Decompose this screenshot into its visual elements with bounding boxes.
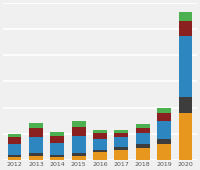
- Bar: [179, 21, 192, 37]
- Bar: [93, 133, 107, 139]
- Bar: [72, 156, 86, 160]
- Bar: [29, 153, 43, 156]
- Bar: [8, 157, 21, 160]
- Bar: [93, 150, 107, 152]
- Bar: [72, 122, 86, 127]
- Bar: [114, 130, 128, 133]
- Bar: [50, 157, 64, 160]
- Bar: [157, 139, 171, 144]
- Bar: [50, 132, 64, 136]
- Bar: [50, 136, 64, 143]
- Bar: [114, 147, 128, 150]
- Bar: [136, 133, 150, 144]
- Bar: [114, 133, 128, 137]
- Bar: [114, 137, 128, 147]
- Bar: [179, 97, 192, 113]
- Bar: [50, 155, 64, 157]
- Bar: [136, 128, 150, 133]
- Bar: [8, 137, 21, 144]
- Bar: [93, 139, 107, 150]
- Bar: [157, 113, 171, 121]
- Bar: [8, 155, 21, 157]
- Bar: [50, 143, 64, 155]
- Bar: [179, 113, 192, 160]
- Bar: [8, 134, 21, 137]
- Bar: [93, 152, 107, 160]
- Bar: [114, 150, 128, 160]
- Bar: [157, 144, 171, 160]
- Bar: [29, 128, 43, 137]
- Bar: [29, 137, 43, 153]
- Bar: [72, 153, 86, 156]
- Bar: [157, 121, 171, 139]
- Bar: [93, 130, 107, 133]
- Bar: [8, 144, 21, 155]
- Bar: [179, 37, 192, 97]
- Bar: [136, 148, 150, 160]
- Bar: [72, 136, 86, 153]
- Bar: [72, 127, 86, 136]
- Bar: [157, 108, 171, 113]
- Bar: [179, 12, 192, 21]
- Bar: [29, 156, 43, 160]
- Bar: [136, 144, 150, 148]
- Bar: [136, 124, 150, 128]
- Bar: [29, 123, 43, 128]
